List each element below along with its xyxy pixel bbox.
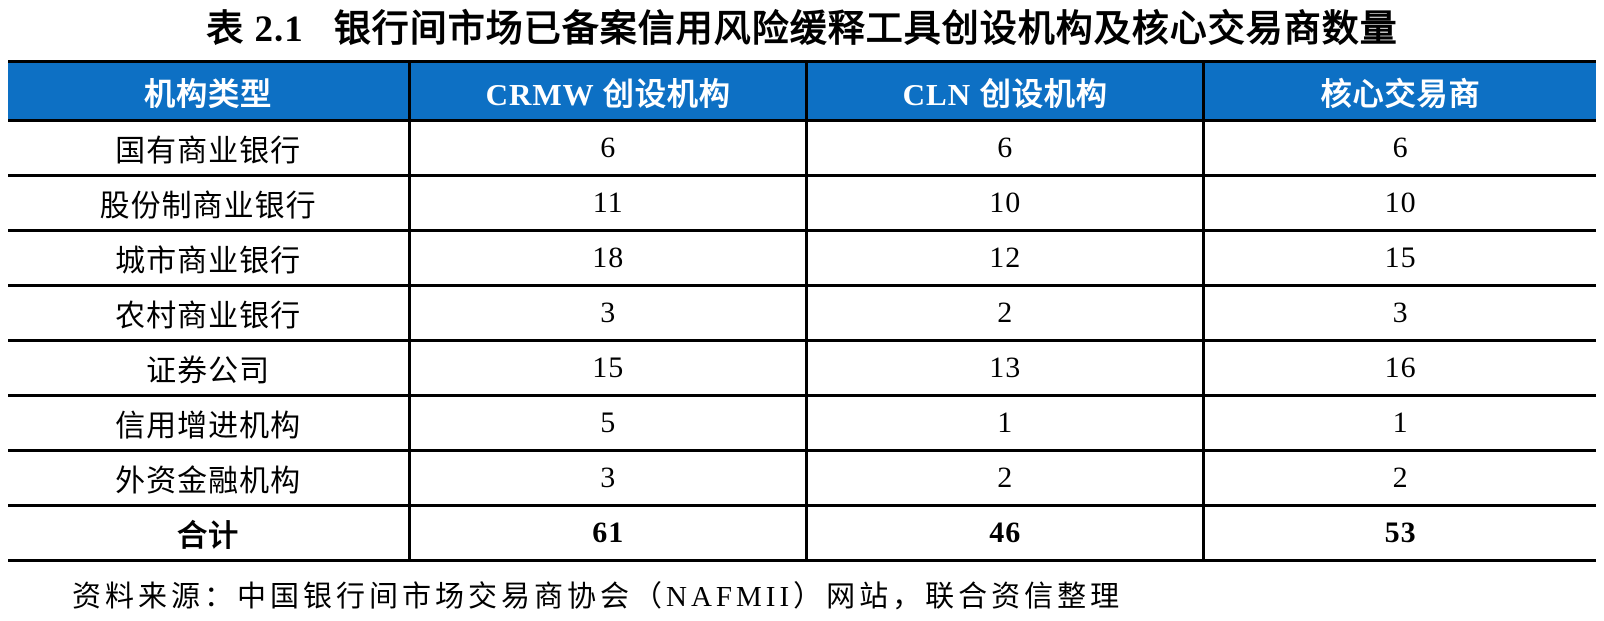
cell-total-cln: 46 — [806, 505, 1206, 562]
table-row: 证券公司 15 13 16 — [8, 340, 1596, 397]
table-row: 城市商业银行 18 12 15 — [8, 230, 1596, 287]
table-row: 农村商业银行 3 2 3 — [8, 285, 1596, 342]
cell-core: 16 — [1203, 340, 1596, 397]
table-row: 外资金融机构 3 2 2 — [8, 450, 1596, 507]
cell-institution: 国有商业银行 — [8, 120, 412, 177]
cell-core: 1 — [1203, 395, 1596, 452]
cell-institution: 信用增进机构 — [8, 395, 412, 452]
cell-cln: 12 — [806, 230, 1206, 287]
cell-core: 6 — [1203, 120, 1596, 177]
cell-cln: 1 — [806, 395, 1206, 452]
cell-cln: 2 — [806, 450, 1206, 507]
source-note: 资料来源：中国银行间市场交易商协会（NAFMII）网站，联合资信整理 — [72, 581, 1124, 613]
cell-crmw: 6 — [409, 120, 809, 177]
header-cell-crmw-creators: CRMW 创设机构 — [409, 61, 809, 122]
cell-crmw: 11 — [409, 175, 809, 232]
cell-total-label: 合计 — [8, 505, 412, 562]
header-cell-institution-type: 机构类型 — [8, 61, 412, 122]
cell-core: 15 — [1203, 230, 1596, 287]
header-cell-core-dealers: 核心交易商 — [1203, 61, 1596, 122]
cell-cln: 6 — [806, 120, 1206, 177]
cell-institution: 农村商业银行 — [8, 285, 412, 342]
cell-crmw: 18 — [409, 230, 809, 287]
table-number-label: 表 2.1 — [206, 9, 304, 50]
cell-core: 3 — [1203, 285, 1596, 342]
cell-institution: 城市商业银行 — [8, 230, 412, 287]
cell-institution: 外资金融机构 — [8, 450, 412, 507]
cell-cln: 13 — [806, 340, 1206, 397]
cell-crmw: 3 — [409, 450, 809, 507]
cell-institution: 证券公司 — [8, 340, 412, 397]
cell-total-core: 53 — [1203, 505, 1596, 562]
cell-cln: 10 — [806, 175, 1206, 232]
table-row: 信用增进机构 5 1 1 — [8, 395, 1596, 452]
cell-crmw: 5 — [409, 395, 809, 452]
table-title-text: 银行间市场已备案信用风险缓释工具创设机构及核心交易商数量 — [333, 9, 1398, 50]
cell-cln: 2 — [806, 285, 1206, 342]
cell-crmw: 3 — [409, 285, 809, 342]
cell-core: 2 — [1203, 450, 1596, 507]
table-row-total: 合计 61 46 53 — [8, 505, 1596, 562]
cell-crmw: 15 — [409, 340, 809, 397]
table-row: 国有商业银行 6 6 6 — [8, 120, 1596, 177]
header-cell-cln-creators: CLN 创设机构 — [806, 61, 1206, 122]
header-row: 机构类型 CRMW 创设机构 CLN 创设机构 核心交易商 — [8, 61, 1596, 122]
cell-core: 10 — [1203, 175, 1596, 232]
page-title: 表 2.1 银行间市场已备案信用风险缓释工具创设机构及核心交易商数量 — [0, 4, 1604, 58]
table-row: 股份制商业银行 11 10 10 — [8, 175, 1596, 232]
data-table: 机构类型 CRMW 创设机构 CLN 创设机构 核心交易商 国有商业银行 6 6… — [8, 60, 1596, 562]
cell-institution: 股份制商业银行 — [8, 175, 412, 232]
cell-total-crmw: 61 — [409, 505, 809, 562]
